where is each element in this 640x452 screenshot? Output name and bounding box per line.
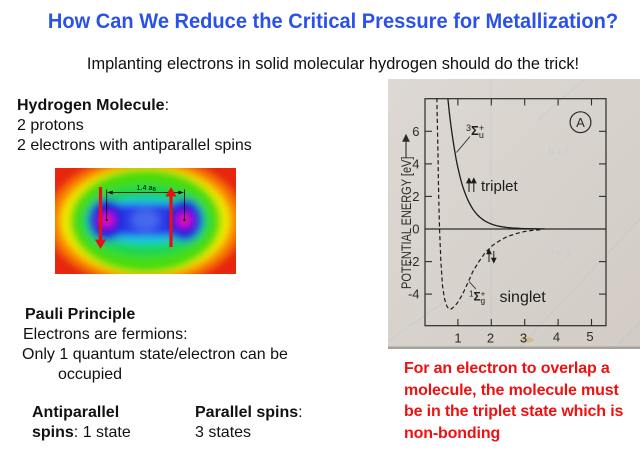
svg-text:triplet: triplet xyxy=(481,178,519,195)
svg-text:5: 5 xyxy=(586,329,593,344)
svg-text:4: 4 xyxy=(412,157,419,172)
svg-text:3Σu+: 3Σu+ xyxy=(466,123,484,140)
svg-text:1Σg+: 1Σg+ xyxy=(469,290,486,306)
svg-text:POTENTIAL ENERGY [eV]: POTENTIAL ENERGY [eV] xyxy=(399,157,414,289)
svg-text:2: 2 xyxy=(487,331,494,346)
svg-text:-2: -2 xyxy=(408,254,420,269)
svg-text:0: 0 xyxy=(412,222,419,237)
svg-text:6: 6 xyxy=(412,124,419,139)
svg-text:1.4 aB: 1.4 aB xyxy=(137,183,157,193)
svg-text:l = 3: l = 3 xyxy=(551,249,571,260)
svg-text:singlet: singlet xyxy=(500,289,547,306)
svg-text:1: 1 xyxy=(454,331,461,346)
svg-text:-4: -4 xyxy=(408,287,420,302)
svg-text:3: 3 xyxy=(520,331,527,346)
svg-text:2: 2 xyxy=(412,189,419,204)
svg-text:b = l: b = l xyxy=(548,147,568,158)
svg-text:A: A xyxy=(576,115,585,130)
svg-text:4: 4 xyxy=(553,330,560,345)
